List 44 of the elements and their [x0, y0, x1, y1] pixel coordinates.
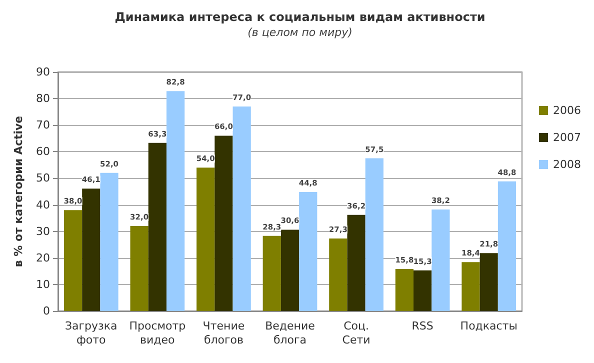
x-tick-label: Подкасты [460, 320, 518, 332]
y-tick-label: 70 [36, 118, 50, 132]
x-tick-label: Чтение блогов [202, 320, 245, 346]
legend-label: 2006 [553, 104, 582, 117]
legend-label: 2007 [553, 131, 582, 144]
x-tick-label: Соц. Сети [342, 320, 370, 346]
y-axis-title: в % от категории Active [12, 116, 25, 268]
legend-label: 2008 [553, 158, 582, 171]
bar [365, 158, 384, 311]
y-tick-label: 30 [36, 224, 50, 238]
y-tick-label: 90 [36, 66, 50, 78]
bar [148, 142, 166, 311]
y-tick-label: 40 [36, 198, 50, 212]
bar [232, 106, 251, 311]
bar [100, 172, 118, 311]
bar [462, 262, 480, 311]
chart-subtitle: (в целом по миру) [248, 26, 352, 39]
x-tick-label: Ведение блога [265, 320, 316, 346]
bar [432, 210, 450, 311]
bar [130, 226, 148, 311]
bar [262, 236, 281, 311]
bar [414, 270, 432, 311]
bar [395, 269, 414, 311]
bar [280, 230, 300, 311]
x-tick-label: Загрузка фото [64, 320, 118, 346]
y-tick-label: 50 [36, 172, 50, 185]
y-tick-label: 20 [36, 251, 50, 264]
bar [196, 168, 215, 311]
y-tick-label: 80 [36, 92, 50, 106]
bar [82, 188, 100, 311]
bar [64, 210, 82, 311]
bar [329, 238, 348, 311]
bar [166, 91, 185, 311]
bar [347, 214, 366, 311]
y-tick-label: 60 [36, 145, 50, 158]
bar [480, 253, 498, 311]
x-tick-label: Просмотр видео [129, 320, 186, 346]
chart-title: Динамика интереса к социальным видам активности [114, 10, 486, 24]
bar [214, 136, 233, 311]
bar [299, 192, 318, 311]
x-tick-label: RSS [412, 320, 434, 332]
y-tick-label: 10 [36, 278, 50, 291]
bar [498, 181, 516, 311]
y-tick-label: 0 [43, 304, 50, 318]
